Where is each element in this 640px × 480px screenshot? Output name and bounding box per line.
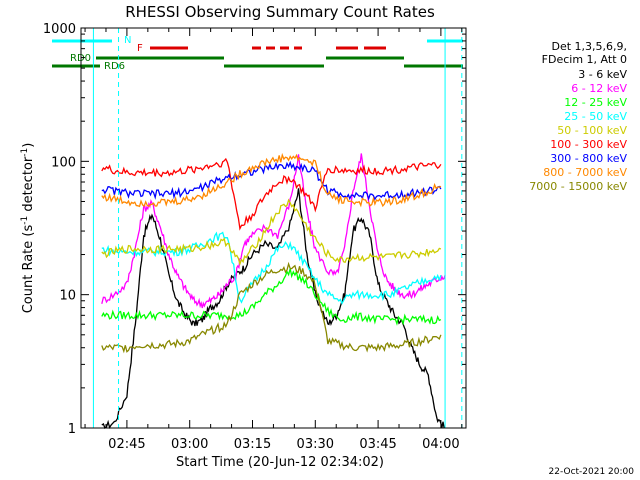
flag-label-rd6: RD6 bbox=[104, 61, 125, 72]
x-axis-label: Start Time (20-Jun-12 02:34:02) bbox=[176, 455, 384, 470]
legend-entry-1: 6 - 12 keV bbox=[571, 82, 627, 95]
flag-label-n: N bbox=[124, 35, 131, 46]
legend: Det 1,3,5,6,9, FDecim 1, Att 0 3 - 6 keV… bbox=[529, 40, 627, 193]
legend-header-1: Det 1,3,5,6,9, bbox=[551, 40, 627, 53]
x-tick-label-3: 03:30 bbox=[297, 437, 334, 452]
x-tick-label-2: 03:15 bbox=[234, 437, 271, 452]
y-tick-label-2: 100 bbox=[51, 155, 76, 170]
flag-label-f: F bbox=[137, 43, 143, 54]
footer-date: 22-Oct-2021 20:00 bbox=[549, 467, 635, 477]
plot-frame bbox=[80, 27, 467, 429]
series-line-8 bbox=[101, 261, 442, 354]
y-axis-label: Count Rate (s-1 detector-1) bbox=[20, 143, 36, 314]
legend-entry-3: 25 - 50 keV bbox=[564, 110, 627, 123]
y-tick-label-3: 1000 bbox=[43, 22, 76, 37]
x-tick-label-4: 03:45 bbox=[359, 437, 396, 452]
boundary-lines bbox=[92, 28, 463, 428]
series-line-1 bbox=[101, 153, 446, 309]
legend-entry-0: 3 - 6 keV bbox=[578, 68, 627, 81]
y-tick-label-1: 10 bbox=[59, 289, 76, 304]
legend-entry-5: 100 - 300 keV bbox=[550, 138, 627, 151]
x-tick-label-0: 02:45 bbox=[108, 437, 145, 452]
legend-entry-8: 7000 - 15000 keV bbox=[529, 180, 627, 193]
legend-entry-6: 300 - 800 keV bbox=[550, 152, 627, 165]
series-line-2 bbox=[101, 268, 442, 326]
series-line-7 bbox=[101, 152, 442, 208]
legend-entry-7: 800 - 7000 keV bbox=[543, 166, 627, 179]
legend-header-2: FDecim 1, Att 0 bbox=[542, 53, 627, 66]
series-line-6 bbox=[101, 160, 442, 201]
legend-entry-2: 12 - 25 keV bbox=[564, 96, 627, 109]
series-layer bbox=[101, 152, 446, 430]
series-line-5 bbox=[101, 157, 442, 231]
x-tick-label-5: 04:00 bbox=[422, 437, 459, 452]
x-axis: 02:45 03:00 03:15 03:30 03:45 04:00 bbox=[84, 28, 463, 452]
y-tick-label-0: 1 bbox=[68, 422, 76, 437]
x-tick-label-1: 03:00 bbox=[171, 437, 208, 452]
y-axis: 1 10 100 1000 bbox=[43, 22, 466, 437]
series-line-3 bbox=[101, 231, 442, 305]
series-line-0 bbox=[101, 188, 446, 430]
legend-entry-4: 50 - 100 keV bbox=[557, 124, 627, 137]
chart-title: RHESSI Observing Summary Count Rates bbox=[125, 3, 435, 21]
series-line-4 bbox=[101, 198, 442, 266]
